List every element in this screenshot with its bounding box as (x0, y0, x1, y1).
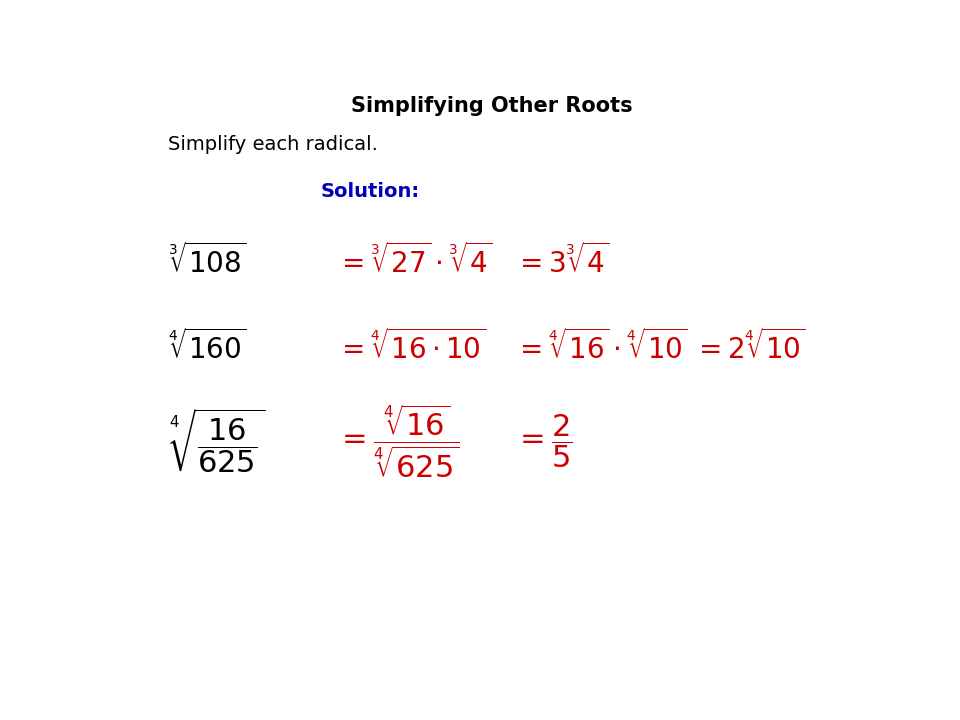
Text: $\sqrt[3]{108}$: $\sqrt[3]{108}$ (168, 243, 247, 279)
Text: $= 3\sqrt[3]{4}$: $= 3\sqrt[3]{4}$ (515, 243, 610, 279)
Text: $\sqrt[4]{160}$: $\sqrt[4]{160}$ (168, 329, 247, 365)
Text: $= \dfrac{2}{5}$: $= \dfrac{2}{5}$ (515, 413, 573, 470)
Text: $= 2\sqrt[4]{10}$: $= 2\sqrt[4]{10}$ (693, 329, 805, 365)
Text: $= \sqrt[4]{16 \cdot 10}$: $= \sqrt[4]{16 \cdot 10}$ (336, 329, 486, 365)
Text: Solution:: Solution: (321, 182, 420, 201)
Text: Simplifying Other Roots: Simplifying Other Roots (351, 96, 633, 116)
Text: $\sqrt[4]{\dfrac{16}{625}}$: $\sqrt[4]{\dfrac{16}{625}}$ (168, 408, 265, 475)
Text: $= \dfrac{\sqrt[4]{16}}{\sqrt[4]{625}}$: $= \dfrac{\sqrt[4]{16}}{\sqrt[4]{625}}$ (336, 402, 459, 480)
Text: $= \sqrt[4]{16} \cdot \sqrt[4]{10}$: $= \sqrt[4]{16} \cdot \sqrt[4]{10}$ (515, 329, 688, 365)
Text: Simplify each radical.: Simplify each radical. (168, 135, 378, 154)
Text: $= \sqrt[3]{27} \cdot \sqrt[3]{4}$: $= \sqrt[3]{27} \cdot \sqrt[3]{4}$ (336, 243, 492, 279)
